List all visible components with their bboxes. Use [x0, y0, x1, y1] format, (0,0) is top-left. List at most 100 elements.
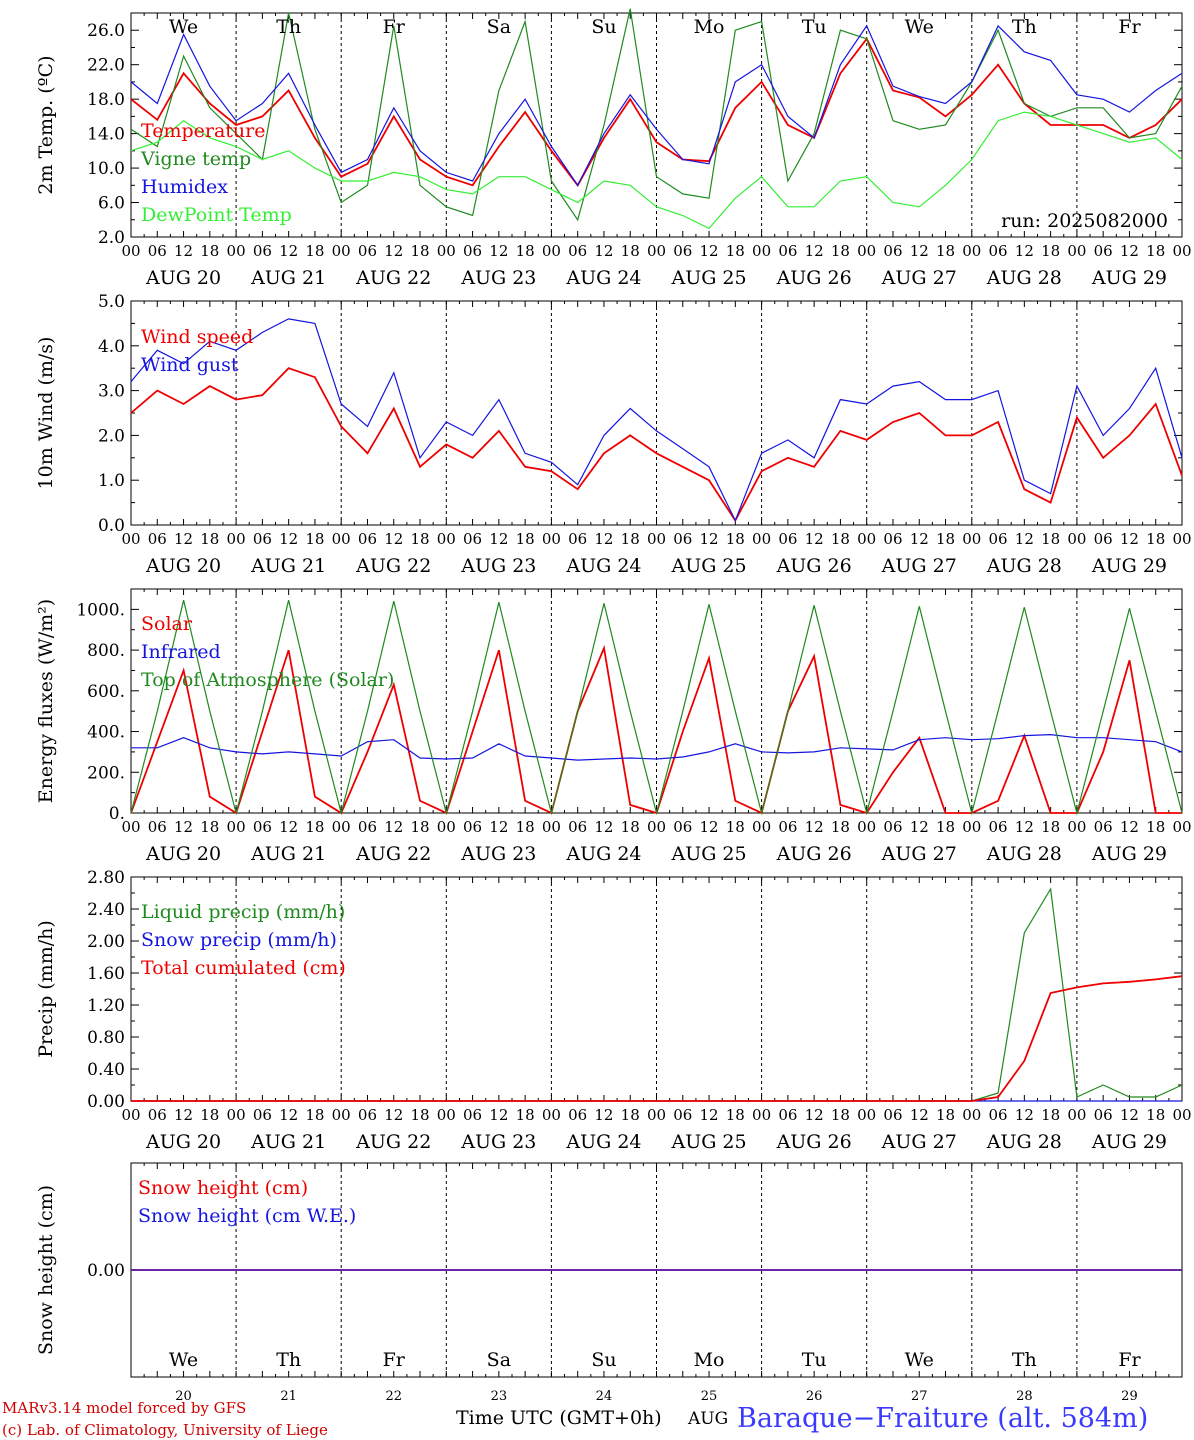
x-hour-label: 00 — [437, 530, 456, 548]
x-hour-label: 00 — [647, 1106, 666, 1124]
x-date-label: AUG 28 — [986, 843, 1062, 865]
x-day-number: 25 — [701, 1389, 718, 1404]
x-hour-label: 12 — [805, 818, 824, 836]
weekday-label: Th — [1012, 16, 1037, 38]
x-date-label: AUG 22 — [355, 843, 431, 865]
x-hour-label: 18 — [621, 818, 640, 836]
x-hour-label: 00 — [121, 530, 140, 548]
x-hour-label: 06 — [883, 242, 902, 260]
x-hour-label: 06 — [253, 1106, 272, 1124]
legend-entry: Infrared — [141, 641, 221, 663]
x-date-label: AUG 26 — [776, 555, 852, 577]
x-hour-label: 12 — [1120, 242, 1139, 260]
x-hour-label: 00 — [647, 818, 666, 836]
y-axis-label: Energy fluxes (W/m²) — [35, 599, 57, 803]
x-hour-label: 12 — [1120, 818, 1139, 836]
y-tick-label: 22.0 — [87, 56, 125, 76]
x-hour-label: 18 — [726, 818, 745, 836]
legend-entry: Vigne temp — [140, 148, 251, 170]
weekday-label: Th — [1012, 1349, 1037, 1371]
y-tick-label: 18.0 — [87, 90, 125, 110]
x-hour-label: 06 — [778, 818, 797, 836]
x-hour-label: 12 — [174, 818, 193, 836]
x-hour-label: 12 — [1120, 1106, 1139, 1124]
x-hour-label: 18 — [1041, 1106, 1060, 1124]
x-axis-month: AUG — [687, 1409, 728, 1429]
x-date-label: AUG 21 — [250, 1131, 326, 1153]
x-hour-label: 18 — [305, 242, 324, 260]
x-hour-label: 00 — [752, 242, 771, 260]
x-date-label: AUG 29 — [1091, 843, 1167, 865]
x-axis-title: Time UTC (GMT+0h) — [456, 1407, 662, 1429]
x-hour-label: 18 — [410, 1106, 429, 1124]
x-date-label: AUG 20 — [145, 267, 221, 289]
x-hour-label: 00 — [1067, 818, 1086, 836]
x-hour-label: 12 — [1120, 530, 1139, 548]
x-hour-label: 06 — [148, 818, 167, 836]
x-day-number: 20 — [175, 1389, 192, 1404]
x-hour-label: 18 — [1041, 530, 1060, 548]
x-hour-label: 18 — [1146, 242, 1165, 260]
x-hour-label: 06 — [358, 242, 377, 260]
x-date-label: AUG 23 — [460, 1131, 536, 1153]
panel-frame — [130, 300, 1183, 526]
x-date-label: AUG 20 — [145, 1131, 221, 1153]
x-hour-label: 12 — [489, 818, 508, 836]
weekday-label: We — [905, 1349, 934, 1371]
weekday-label: Sa — [487, 1349, 511, 1371]
series-line-humidex — [130, 24, 1183, 187]
x-day-number: 24 — [596, 1389, 613, 1404]
x-hour-label: 12 — [279, 818, 298, 836]
x-hour-label: 06 — [358, 1106, 377, 1124]
panel-4: 0.00 0.40 0.80 1.20 1.60 2.00 2.40 2.80 Precip (… — [35, 868, 1192, 1153]
legend-entry: Snow precip (mm/h) — [141, 929, 337, 951]
weekday-label: Sa — [487, 16, 511, 38]
series-line-total-cumulated-cm- — [131, 975, 1183, 1102]
x-date-label: AUG 26 — [776, 843, 852, 865]
x-hour-label: 06 — [148, 530, 167, 548]
x-date-label: AUG 29 — [1091, 555, 1167, 577]
x-date-label: AUG 20 — [145, 843, 221, 865]
x-hour-label: 00 — [121, 818, 140, 836]
x-hour-label: 06 — [989, 530, 1008, 548]
x-hour-label: 06 — [673, 242, 692, 260]
x-hour-label: 00 — [1067, 242, 1086, 260]
x-hour-label: 00 — [752, 530, 771, 548]
y-tick-label: 1000. — [76, 600, 125, 620]
weekday-label: Th — [276, 16, 301, 38]
x-hour-label: 18 — [305, 530, 324, 548]
x-hour-label: 12 — [384, 530, 403, 548]
x-date-label: AUG 25 — [670, 555, 746, 577]
x-hour-label: 12 — [489, 530, 508, 548]
x-hour-label: 12 — [910, 818, 929, 836]
x-hour-label: 00 — [542, 1106, 561, 1124]
x-date-label: AUG 24 — [565, 1131, 641, 1153]
x-day-number: 21 — [280, 1389, 297, 1404]
panel-1: 2.0 6.0 10.0 14.0 18.0 22.0 26.0 2m Temp. (ºC) T… — [35, 8, 1192, 289]
x-hour-label: 12 — [174, 530, 193, 548]
y-tick-label: 1.20 — [87, 996, 125, 1016]
legend-entry: Temperature — [141, 120, 265, 142]
x-hour-label: 18 — [936, 1106, 955, 1124]
meteogram-panels: 2.0 6.0 10.0 14.0 18.0 22.0 26.0 2m Temp. (ºC) T… — [35, 8, 1192, 1404]
y-tick-label: 2.0 — [98, 426, 125, 446]
x-hour-label: 18 — [200, 818, 219, 836]
x-hour-label: 12 — [279, 1106, 298, 1124]
x-hour-label: 18 — [516, 530, 535, 548]
x-day-number: 29 — [1121, 1389, 1138, 1404]
x-hour-label: 12 — [805, 1106, 824, 1124]
x-hour-label: 12 — [594, 242, 613, 260]
x-hour-label: 00 — [1172, 242, 1191, 260]
series-line-dewpoint-temp — [130, 111, 1183, 230]
x-hour-label: 06 — [568, 530, 587, 548]
weekday-label: Fr — [383, 16, 406, 38]
x-date-label: AUG 21 — [250, 267, 326, 289]
y-tick-label: 800. — [87, 641, 125, 661]
x-date-label: AUG 28 — [986, 1131, 1062, 1153]
x-date-label: AUG 24 — [565, 555, 641, 577]
x-hour-label: 12 — [700, 1106, 719, 1124]
series-line-temperature — [130, 37, 1183, 187]
x-hour-label: 00 — [437, 818, 456, 836]
x-hour-label: 12 — [174, 1106, 193, 1124]
